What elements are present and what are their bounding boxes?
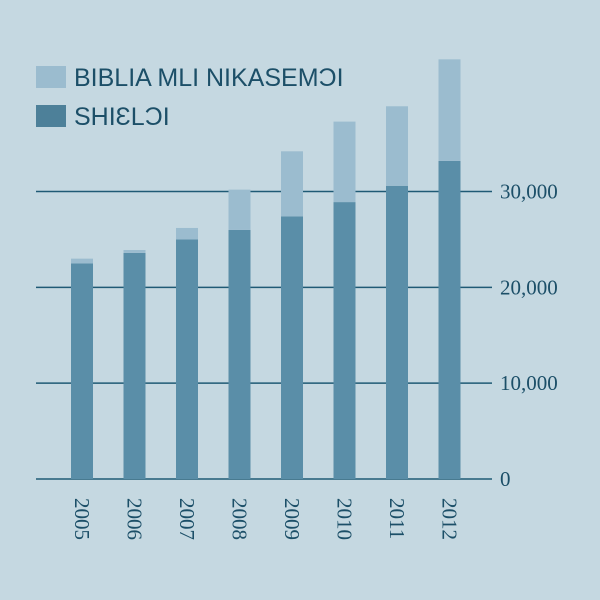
bar-2007-series-0 [176,239,198,479]
bar-2012-series-0 [438,160,461,479]
x-tick-label-2006: 2006 [123,498,147,540]
x-tick-label-2005: 2005 [70,498,94,540]
x-tick-label-2008: 2008 [228,498,252,540]
bar-2005-series-0 [71,263,93,479]
x-tick-label-2012: 2012 [438,498,462,540]
bar-2008-series-1 [228,189,251,230]
y-tick-labels: 0 10,000 20,000 30,000 [500,180,558,491]
bar-2008-series-0 [228,229,251,479]
bar-2009-series-1 [281,151,303,217]
bar-2011-series-1 [386,106,408,186]
y-tick-label: 0 [500,467,511,491]
bar-2007-series-1 [176,227,198,240]
bar-2009-series-0 [281,216,303,479]
legend-label-shielci: SHIƐLƆI [74,103,170,131]
x-tick-label-2007: 2007 [175,498,199,540]
y-tick-label: 10,000 [500,371,558,395]
legend: BIBLIA MLI NIKASEMƆI SHIƐLƆI [36,64,344,131]
bar-2005-series-1 [71,258,93,264]
bar-2006-series-0 [123,252,146,479]
x-tick-label-2009: 2009 [280,498,304,540]
x-tick-label-2010: 2010 [333,498,357,540]
y-tick-label: 20,000 [500,275,558,299]
bars [71,59,461,480]
bar-2010-series-1 [333,121,356,203]
x-tick-label-2011: 2011 [385,498,409,539]
legend-label-biblia: BIBLIA MLI NIKASEMƆI [74,64,344,92]
gridlines [36,190,492,480]
x-tick-labels: 2005 2006 2007 2008 2009 2010 2011 2012 [70,498,462,540]
bar-2012-series-1 [438,59,461,161]
y-tick-label: 30,000 [500,180,558,204]
bar-2011-series-0 [386,185,408,479]
bar-2006-series-1 [123,250,146,253]
bar-2010-series-0 [333,202,356,480]
legend-swatch-shielci [36,105,66,127]
legend-swatch-biblia [36,66,66,88]
